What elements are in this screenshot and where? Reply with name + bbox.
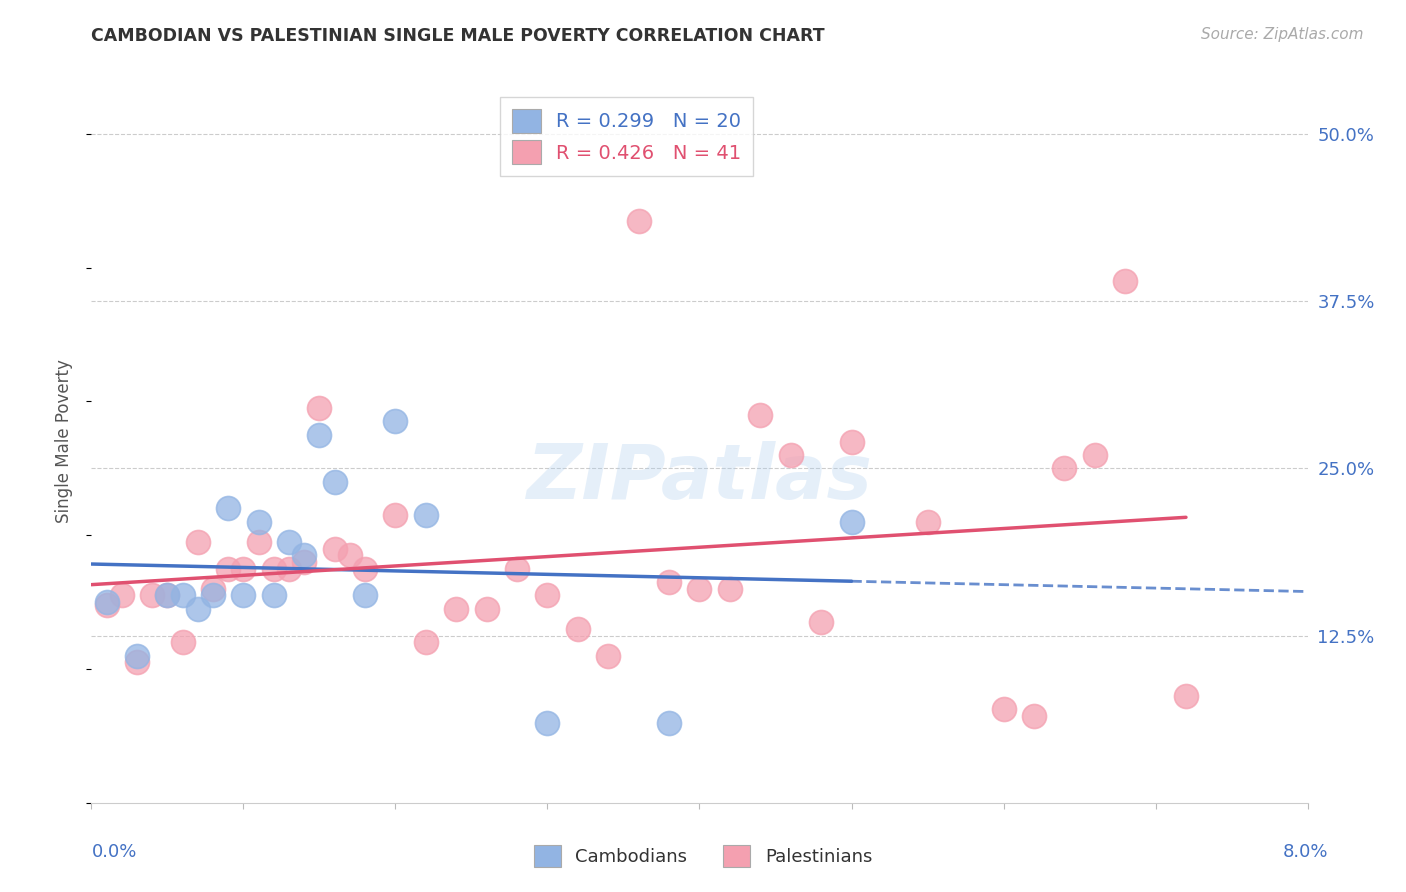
Point [688,582,710,596]
Point [384,508,406,523]
Point [278,562,301,576]
Point [308,401,330,416]
Point [841,434,863,449]
Point [156,589,179,603]
Point [718,582,741,596]
Point [125,655,148,669]
Point [1174,689,1197,703]
Point [1084,448,1107,462]
Point [278,534,301,549]
Point [217,562,239,576]
Point [627,214,650,228]
Point [384,414,406,429]
Point [323,541,346,556]
Point [263,589,285,603]
Text: CAMBODIAN VS PALESTINIAN SINGLE MALE POVERTY CORRELATION CHART: CAMBODIAN VS PALESTINIAN SINGLE MALE POV… [91,27,825,45]
Point [1114,274,1136,288]
Point [354,562,377,576]
Point [917,515,939,529]
Point [247,534,270,549]
Point [415,508,437,523]
Point [202,582,225,596]
Point [598,648,620,663]
Legend: R = 0.299   N = 20, R = 0.426   N = 41: R = 0.299 N = 20, R = 0.426 N = 41 [501,97,754,176]
Point [415,635,437,649]
Point [993,702,1015,716]
Point [339,548,361,563]
Point [323,475,346,489]
Point [125,648,148,663]
Point [841,515,863,529]
Text: 0.0%: 0.0% [91,843,136,861]
Point [187,534,209,549]
Point [292,548,315,563]
Point [779,448,801,462]
Point [156,589,179,603]
Point [354,589,377,603]
Point [1022,708,1045,723]
Point [536,589,558,603]
Point [536,715,558,730]
Point [308,427,330,442]
Point [141,589,163,603]
Point [1053,461,1076,475]
Point [187,602,209,616]
Point [749,408,772,422]
Point [172,635,194,649]
Text: Source: ZipAtlas.com: Source: ZipAtlas.com [1201,27,1364,42]
Point [810,615,832,630]
Point [444,602,467,616]
Text: 8.0%: 8.0% [1284,843,1329,861]
Point [658,715,681,730]
Text: ZIPatlas: ZIPatlas [526,441,873,515]
Point [96,598,118,612]
Point [232,562,254,576]
Point [247,515,270,529]
Point [217,501,239,516]
Y-axis label: Single Male Poverty: Single Male Poverty [55,359,73,524]
Point [292,555,315,569]
Point [202,589,225,603]
Point [506,562,529,576]
Point [96,595,118,609]
Point [567,622,589,636]
Point [658,575,681,590]
Point [263,562,285,576]
Legend: Cambodians, Palestinians: Cambodians, Palestinians [526,838,880,874]
Point [475,602,498,616]
Point [232,589,254,603]
Point [111,589,134,603]
Point [172,589,194,603]
